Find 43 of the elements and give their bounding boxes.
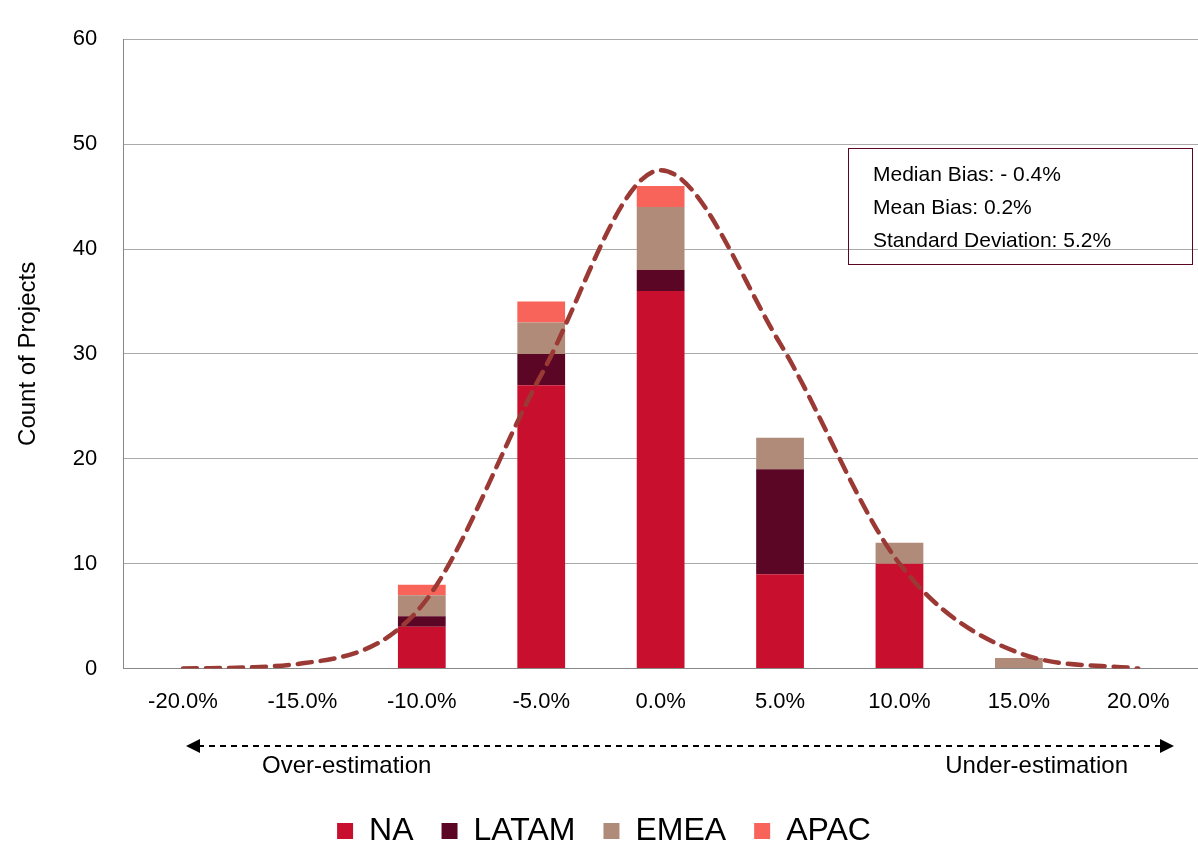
bar bbox=[636, 207, 685, 270]
annotation: Mean Bias: 0.2% bbox=[873, 194, 1033, 220]
bar bbox=[995, 658, 1043, 669]
x-tick-label: -5.0% bbox=[512, 687, 570, 713]
bar bbox=[636, 290, 685, 669]
bar bbox=[756, 574, 804, 669]
x-tick-label: 20.0% bbox=[1107, 687, 1170, 713]
legend-label: NA bbox=[369, 810, 415, 847]
x-tick-label: 0.0% bbox=[635, 687, 686, 713]
text: Under-estimation bbox=[945, 751, 1128, 779]
y-tick-label: 10 bbox=[72, 549, 98, 575]
annotation: Median Bias: - 0.4% bbox=[873, 161, 1062, 187]
y-tick-label: 50 bbox=[72, 130, 98, 156]
y-tick-label: 60 bbox=[72, 25, 98, 51]
y-tick-label: 0 bbox=[85, 654, 98, 680]
text: Over-estimation bbox=[262, 751, 432, 779]
y-tick-label: 40 bbox=[72, 235, 98, 261]
y-tick-label: 20 bbox=[72, 444, 98, 470]
bar bbox=[875, 563, 924, 669]
bar bbox=[517, 385, 566, 669]
legend-label: EMEA bbox=[635, 810, 727, 847]
x-tick-label: -20.0% bbox=[148, 687, 218, 713]
legend-label: LATAM bbox=[473, 810, 576, 847]
bar bbox=[875, 542, 924, 564]
bar bbox=[636, 269, 685, 291]
y-axis-title: Count of Projects bbox=[13, 261, 41, 446]
bar bbox=[636, 186, 685, 208]
bar bbox=[397, 626, 446, 669]
y-tick-label: 30 bbox=[72, 339, 98, 365]
bar bbox=[397, 595, 446, 617]
x-tick-label: 10.0% bbox=[868, 687, 931, 713]
legend-label: APAC bbox=[786, 810, 871, 847]
x-tick-label: -10.0% bbox=[386, 687, 457, 713]
bar bbox=[756, 469, 804, 575]
x-tick-label: 15.0% bbox=[987, 687, 1051, 713]
annotation: Standard Deviation: 5.2% bbox=[873, 227, 1113, 253]
x-tick-label: -15.0% bbox=[267, 687, 338, 713]
bar bbox=[517, 353, 566, 386]
x-tick-label: 5.0% bbox=[754, 687, 806, 713]
line-series bbox=[180, 168, 1141, 669]
bar bbox=[517, 301, 566, 323]
bar bbox=[756, 437, 804, 470]
bar bbox=[517, 322, 566, 354]
